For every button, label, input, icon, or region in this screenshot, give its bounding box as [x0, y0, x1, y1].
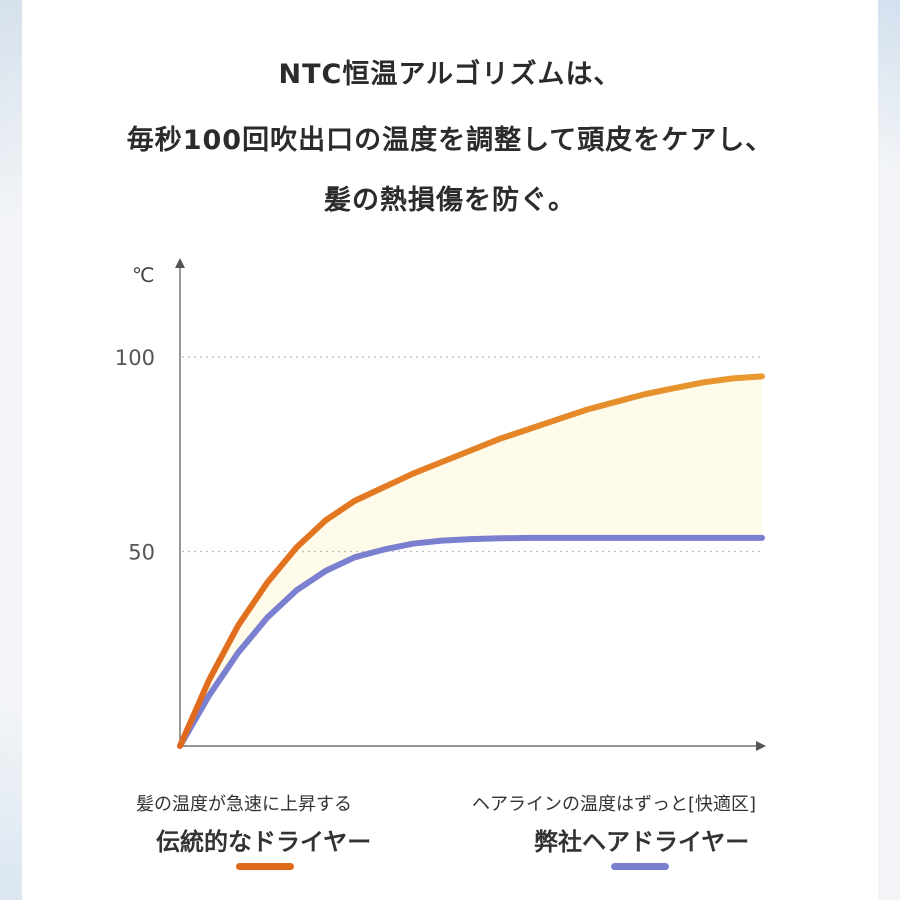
y-axis-arrow	[175, 258, 185, 268]
legend-name-ours: 弊社ヘアドライヤー	[534, 828, 750, 856]
y-tick-label-50: 50	[128, 541, 155, 565]
series-line-traditional	[177, 373, 765, 749]
x-axis-arrow	[756, 741, 766, 751]
legend-swatch-traditional	[236, 863, 294, 870]
comfort-gap-band	[180, 376, 762, 746]
legend-name-traditional: 伝統的なドライヤー	[156, 828, 372, 856]
headline-line-2: 毎秒100回吹出口の温度を調整して頭皮をケアし、	[126, 125, 774, 156]
legend-caption-ours: ヘアラインの温度はずっと[快適区]	[472, 794, 757, 815]
series-line-ours	[177, 534, 765, 749]
legend-caption-traditional: 髪の温度が急速に上昇する	[136, 794, 352, 815]
y-tick-label-100: 100	[115, 346, 155, 370]
headline-line-3: 髪の熱損傷を防ぐ。	[324, 185, 576, 216]
y-axis-unit-label: ℃	[132, 263, 154, 287]
legend-swatch-ours	[611, 863, 669, 870]
headline-line-1: NTC恒温アルゴリズムは、	[278, 59, 622, 90]
